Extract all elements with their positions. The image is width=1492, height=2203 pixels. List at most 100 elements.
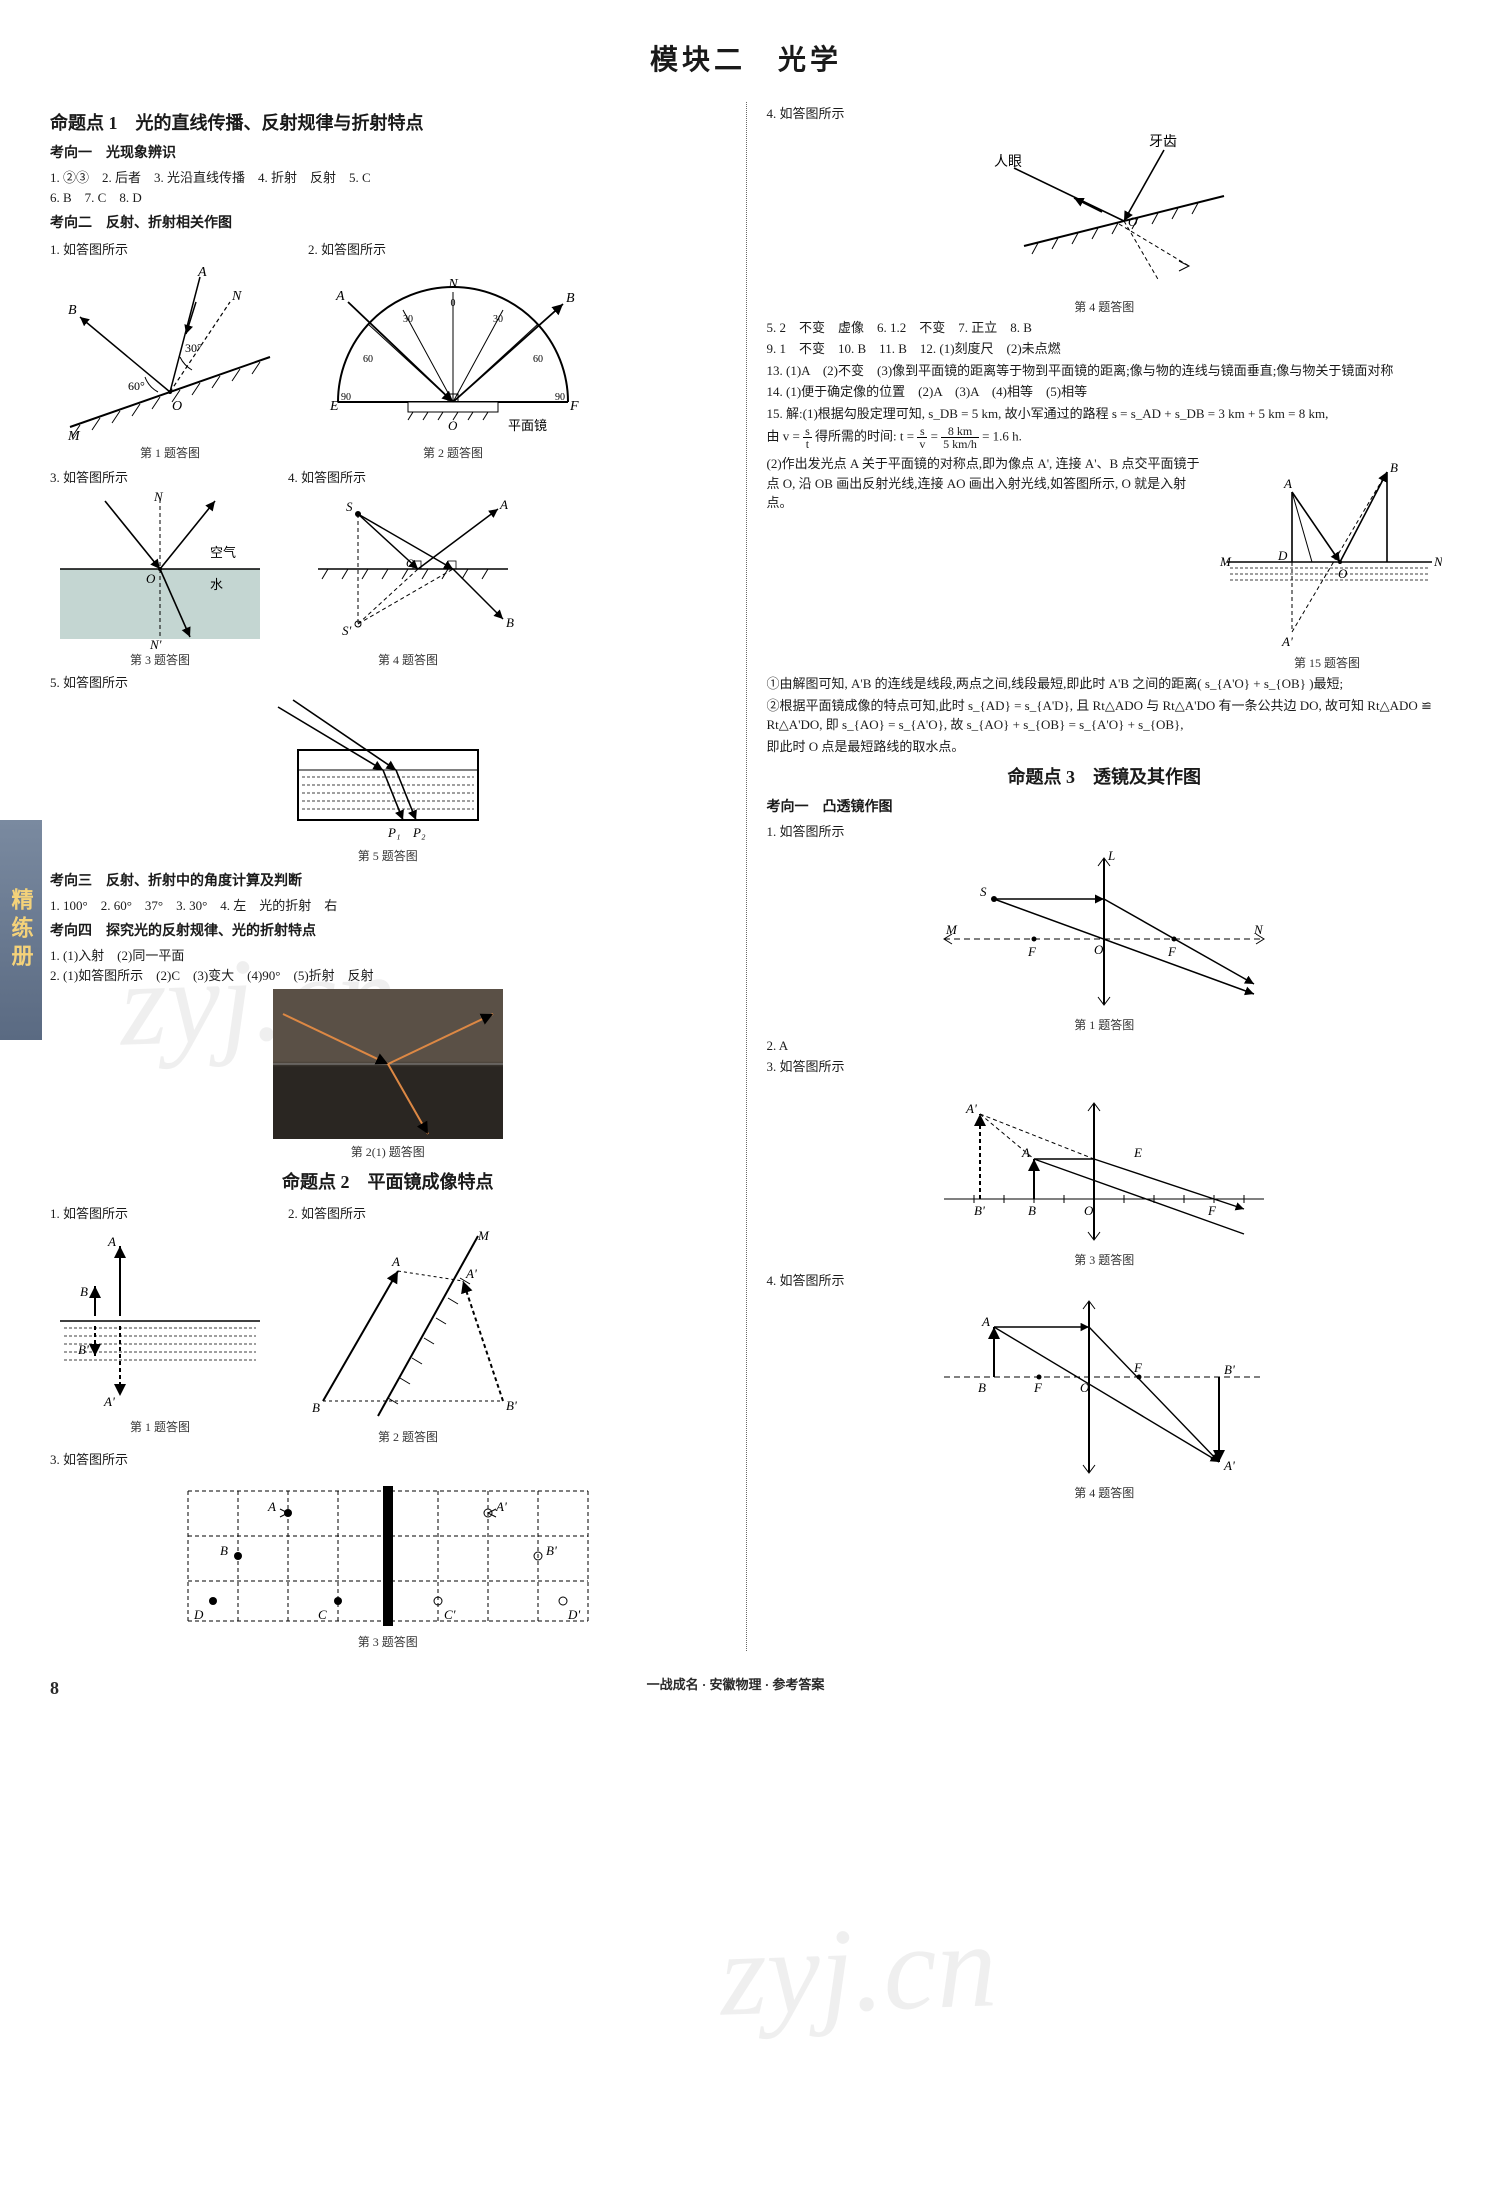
topic1-title: 命题点 1 光的直线传播、反射规律与折射特点: [50, 110, 726, 137]
svg-text:M: M: [67, 429, 81, 442]
eye-label: 人眼: [994, 154, 1022, 170]
fig3-caption: 第 3 题答图: [50, 651, 270, 669]
page-number: 8: [50, 1675, 59, 1702]
kx3-title: 考向三 反射、折射中的角度计算及判断: [50, 871, 726, 892]
q1-label: 1. 如答图所示: [50, 240, 290, 260]
t2-q2-label: 2. 如答图所示: [288, 1204, 528, 1224]
fig1-caption: 第 1 题答图: [50, 444, 290, 462]
r-line5-8: 5. 2 不变 虚像 6. 1.2 不变 7. 正立 8. B: [767, 318, 1443, 338]
svg-text:A: A: [335, 289, 345, 304]
svg-text:F: F: [1133, 1360, 1143, 1375]
t3-fig3-svg: O F B' B A A' E: [934, 1079, 1274, 1249]
frac1: st: [803, 425, 812, 450]
content-columns: 命题点 1 光的直线传播、反射规律与折射特点 考向一 光现象辨识 1. ②③ 2…: [50, 102, 1442, 1651]
t2-q3-label: 3. 如答图所示: [50, 1450, 726, 1470]
frac3: 8 km5 km/h: [941, 425, 979, 450]
svg-text:B': B': [506, 1398, 517, 1413]
svg-text:O: O: [146, 571, 156, 586]
t2-fig3-caption: 第 3 题答图: [50, 1633, 726, 1651]
svg-text:A: A: [197, 265, 207, 280]
svg-text:A': A': [465, 1266, 477, 1281]
svg-text:S: S: [980, 884, 987, 899]
svg-text:B: B: [68, 303, 77, 318]
r-fig4-svg: 人眼 牙齿 O: [954, 126, 1254, 296]
fig4-caption: 第 4 题答图: [288, 651, 528, 669]
watermark-2: zyj.cn: [717, 1875, 1000, 2065]
svg-text:90: 90: [341, 392, 351, 403]
q5-label: 5. 如答图所示: [50, 673, 726, 693]
frac2: sv: [917, 425, 927, 450]
fig5-svg: P₁ P₂: [258, 695, 518, 845]
svg-text:O: O: [172, 399, 182, 414]
t2-fig1-caption: 第 1 题答图: [50, 1418, 270, 1436]
svg-text:A': A': [103, 1394, 115, 1409]
t2-fig2-caption: 第 2 题答图: [288, 1428, 528, 1446]
svg-text:M: M: [945, 922, 958, 937]
t3-fig3-block: O F B' B A A' E 第 3 题答图: [767, 1079, 1443, 1269]
svg-text:水: 水: [210, 577, 223, 592]
svg-text:A: A: [391, 1254, 400, 1269]
svg-text:90: 90: [555, 392, 565, 403]
page-footer: 8 一战成名 · 安徽物理 · 参考答案: [50, 1675, 1442, 1702]
kx1-title: 考向一 光现象辨识: [50, 143, 726, 164]
svg-text:E: E: [329, 399, 339, 414]
svg-text:A': A': [1281, 634, 1293, 649]
svg-text:B': B': [1224, 1362, 1235, 1377]
svg-text:C: C: [318, 1607, 327, 1622]
svg-text:D: D: [1277, 548, 1288, 563]
r-line15b-pre: 由 v =: [767, 428, 804, 443]
fig2-svg: 906030 0 306090 N E: [308, 262, 598, 442]
svg-text:N: N: [447, 277, 458, 292]
svg-text:P₁: P₁: [387, 825, 400, 840]
svg-text:N: N: [1433, 554, 1442, 569]
r-line15d: ①由解图可知, A'B 的连线是线段,两点之间,线段最短,即此时 A'B 之间的…: [767, 674, 1443, 694]
t3-fig4-block: O F F A B A' B' 第 4 题答图: [767, 1292, 1443, 1502]
svg-text:B: B: [1028, 1203, 1036, 1218]
svg-text:A: A: [499, 497, 508, 512]
svg-text:A': A': [965, 1101, 977, 1116]
fig1-block: 1. 如答图所示: [50, 238, 290, 462]
svg-text:M: M: [477, 1228, 490, 1243]
t2-fig2-svg: M A B A' B': [288, 1226, 528, 1426]
svg-text:L: L: [1107, 848, 1115, 863]
svg-text:N: N: [153, 489, 164, 504]
svg-text:F: F: [569, 399, 579, 414]
svg-text:60: 60: [363, 354, 373, 365]
t3-fig1-svg: M N L O F F S: [934, 844, 1274, 1014]
fig4-svg: S S' A B O: [288, 489, 528, 649]
r-line15b: 由 v = st 得所需的时间: t = sv = 8 km5 km/h = 1…: [767, 425, 1443, 450]
svg-text:B: B: [978, 1380, 986, 1395]
svg-text:A': A': [495, 1499, 507, 1514]
r-fig4-caption: 第 4 题答图: [767, 298, 1443, 316]
svg-text:M: M: [1219, 554, 1232, 569]
svg-text:O: O: [1084, 1203, 1094, 1218]
svg-text:E: E: [1133, 1145, 1142, 1160]
svg-text:B: B: [80, 1284, 88, 1299]
footer-text: 一战成名 · 安徽物理 · 参考答案: [647, 1675, 825, 1702]
svg-text:S: S: [346, 499, 353, 514]
kx1-answers: 1. ②③ 2. 后者 3. 光沿直线传播 4. 折射 反射 5. C 6. B…: [50, 168, 726, 207]
r-line15b-eq: =: [931, 428, 942, 443]
t3-fig1-caption: 第 1 题答图: [767, 1016, 1443, 1034]
svg-text:N: N: [1253, 922, 1264, 937]
r-line15e: ②根据平面镜成像的特点可知,此时 s_{AD} = s_{A'D}, 且 Rt△…: [767, 696, 1443, 735]
r-line15c: (2)作出发光点 A 关于平面镜的对称点,即为像点 A', 连接 A'、B 点交…: [767, 454, 1203, 513]
q3-label: 3. 如答图所示: [50, 468, 270, 488]
experiment-photo: [273, 989, 503, 1139]
svg-text:O: O: [1094, 942, 1104, 957]
t3-q4-label: 4. 如答图所示: [767, 1271, 1443, 1291]
svg-text:B: B: [566, 291, 575, 306]
photo-block: 第 2(1) 题答图: [50, 989, 726, 1161]
kx4-title: 考向四 探究光的反射规律、光的折射特点: [50, 921, 726, 942]
svg-text:60°: 60°: [128, 379, 145, 393]
svg-text:A: A: [107, 1234, 116, 1249]
r-line15b-mid: 得所需的时间: t =: [815, 428, 917, 443]
svg-text:O: O: [406, 556, 415, 570]
left-column: 命题点 1 光的直线传播、反射规律与折射特点 考向一 光现象辨识 1. ②③ 2…: [50, 102, 726, 1651]
svg-text:30°: 30°: [185, 341, 202, 355]
fig2-block: 2. 如答图所示 906030 0 306090: [308, 238, 598, 462]
svg-text:O: O: [1128, 214, 1138, 229]
fig4-block: 4. 如答图所示 S S' A B: [288, 466, 528, 670]
t3-q3-label: 3. 如答图所示: [767, 1057, 1443, 1077]
photo-caption: 第 2(1) 题答图: [50, 1143, 726, 1161]
